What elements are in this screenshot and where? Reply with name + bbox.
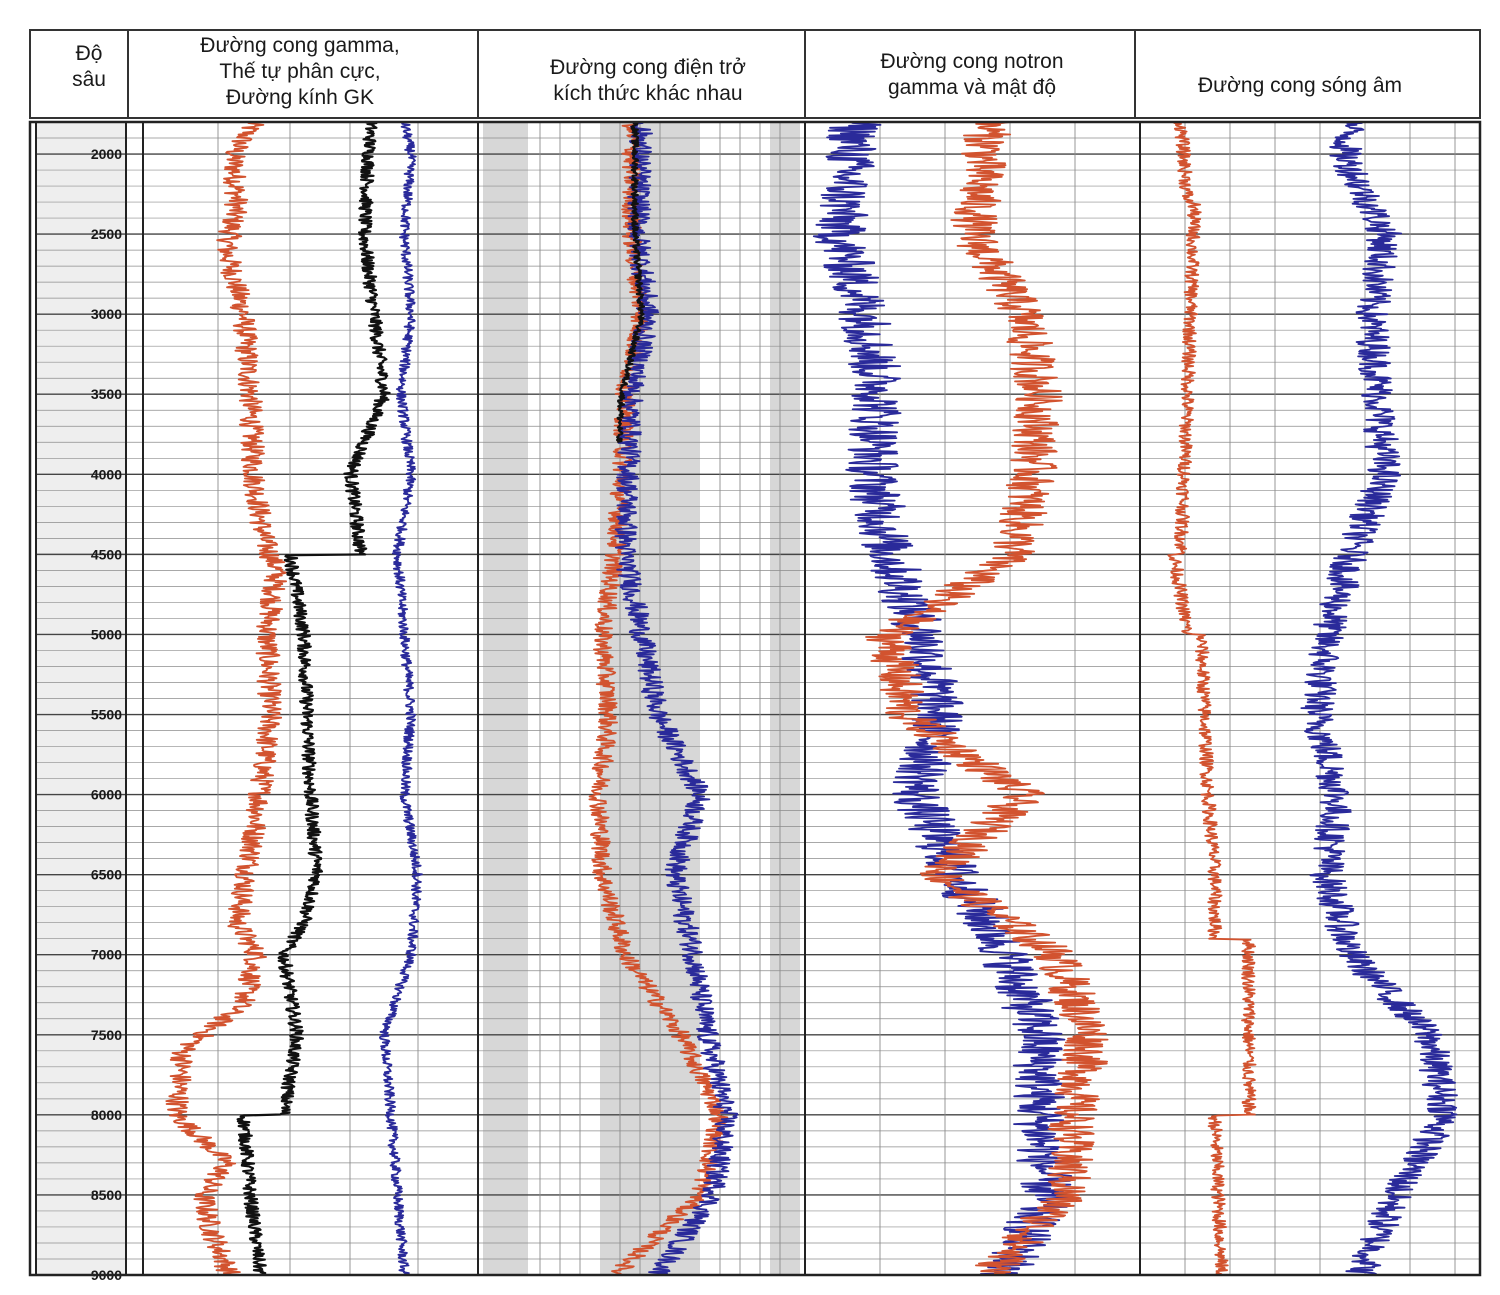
sonic-red-curve [1167,121,1257,1276]
depth-tick-label-2500: 2500 [91,226,122,242]
resistivity-blue-curve [614,121,739,1276]
resistivity-black-curve [615,121,646,444]
depth-header-line-1: Độ [76,42,103,65]
depth-tick-label-3000: 3000 [91,306,122,322]
depth-tick-label-4500: 4500 [91,546,122,562]
depth-tick-label-4000: 4000 [91,466,122,482]
depth-tick-label-7000: 7000 [91,947,122,963]
neutron-gamma-density-blue-curve [812,121,1073,1276]
depth-header-line-2: sâu [72,68,106,91]
depth-tick-label-5500: 5500 [91,707,122,723]
gamma-sp-caliper-red-curve [165,121,288,1276]
depth-tick-label-3500: 3500 [91,386,122,402]
track3-header-line-2: gamma và mật độ [888,76,1056,99]
depth-tick-label-8000: 8000 [91,1107,122,1123]
track3-header-line-1: Đường cong notron [880,50,1063,73]
track4-header-line-1: Đường cong sóng âm [1198,74,1402,97]
depth-tick-label-7500: 7500 [91,1027,122,1043]
depth-tick-label-6500: 6500 [91,867,122,883]
sonic-blue-curve [1300,121,1458,1276]
gamma-sp-caliper-black-curve [236,120,391,1277]
outer-frame [28,120,1482,1277]
resistivity-red-curve [588,121,729,1276]
depth-tick-label-6000: 6000 [91,787,122,803]
track1-header-line-3: Đường kính GK [226,86,374,109]
log-curves [165,120,1458,1277]
depth-tick-label-5000: 5000 [91,626,122,642]
depth-tick-label-8500: 8500 [91,1187,122,1203]
gamma-sp-caliper-blue-curve [378,121,423,1276]
depth-tick-label-2000: 2000 [91,146,122,162]
track1-header-line-2: Thế tự phân cực, [219,60,380,83]
neutron-gamma-density-red-curve [865,121,1109,1276]
track2-header-line-2: kích thức khác nhau [553,82,742,105]
track1-header-line-1: Đường cong gamma, [200,34,399,57]
header-row: Độ sâu Đường cong gamma, Thế tự phân cực… [29,29,1481,119]
track2-header-line-1: Đường cong điện trở [550,56,746,79]
depth-labels: 2000 2500 3000 3500 4000 4500 5000 5500 6000 6500… [91,146,122,1283]
track-frames [28,120,1482,1277]
